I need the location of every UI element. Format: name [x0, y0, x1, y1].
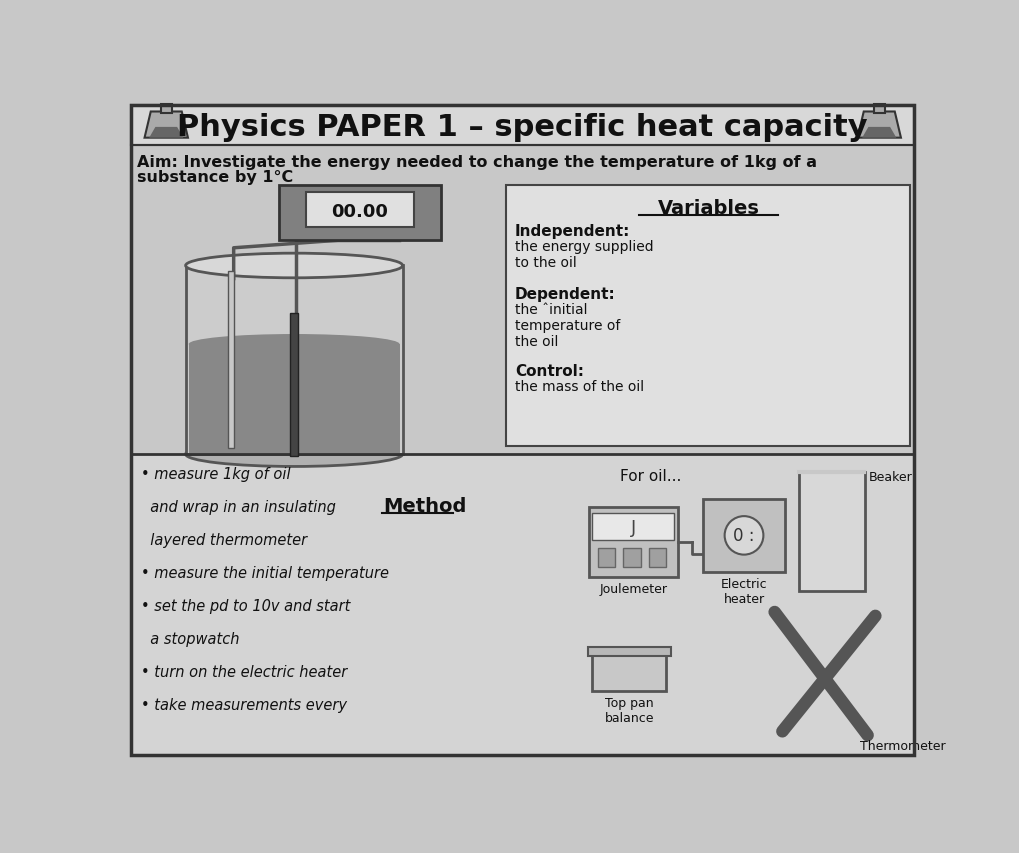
Bar — [588, 507, 677, 577]
Text: the mass of the oil: the mass of the oil — [515, 380, 643, 393]
Bar — [161, 105, 171, 114]
Bar — [597, 548, 614, 567]
Bar — [306, 193, 414, 228]
Text: 0 :: 0 : — [733, 527, 754, 545]
Text: and wrap in an insulating: and wrap in an insulating — [142, 499, 336, 514]
Bar — [278, 185, 441, 241]
Ellipse shape — [189, 334, 399, 355]
Text: • take measurements every: • take measurements every — [142, 698, 347, 712]
Bar — [131, 107, 913, 146]
Bar — [189, 345, 399, 455]
Text: Dependent:: Dependent: — [515, 287, 615, 302]
Text: 00.00: 00.00 — [331, 202, 388, 221]
Text: Top pan
balance: Top pan balance — [604, 696, 653, 724]
Text: J: J — [630, 519, 635, 537]
Text: Beaker: Beaker — [867, 470, 911, 483]
Text: Electric
heater: Electric heater — [720, 577, 766, 605]
Ellipse shape — [723, 517, 762, 555]
Bar — [185, 266, 403, 455]
Text: a stopwatch: a stopwatch — [142, 631, 239, 647]
Text: • measure the initial temperature: • measure the initial temperature — [142, 566, 389, 580]
Text: • turn on the electric heater: • turn on the electric heater — [142, 664, 347, 680]
Text: Variables: Variables — [657, 199, 759, 218]
Text: Thermometer: Thermometer — [859, 740, 945, 752]
Text: Control:: Control: — [515, 364, 584, 379]
Ellipse shape — [185, 443, 403, 467]
Ellipse shape — [185, 254, 403, 278]
Text: Method: Method — [383, 497, 466, 516]
Text: the ˆinitial
temperature of
the oil: the ˆinitial temperature of the oil — [515, 302, 620, 349]
Text: Physics PAPER 1 – specific heat capacity: Physics PAPER 1 – specific heat capacity — [177, 113, 867, 142]
Text: layered thermometer: layered thermometer — [142, 532, 308, 548]
Text: Independent:: Independent: — [515, 223, 630, 239]
Text: • set the pd to 10v and start: • set the pd to 10v and start — [142, 599, 351, 613]
Bar — [592, 513, 674, 541]
Bar — [798, 473, 864, 591]
Text: Aim: Investigate the energy needed to change the temperature of 1kg of a: Aim: Investigate the energy needed to ch… — [137, 154, 816, 170]
Polygon shape — [149, 128, 183, 138]
Bar — [703, 499, 784, 572]
Text: the energy supplied
to the oil: the energy supplied to the oil — [515, 239, 653, 270]
Bar — [592, 654, 665, 692]
Bar — [648, 548, 665, 567]
Polygon shape — [861, 128, 896, 138]
Text: For oil...: For oil... — [619, 468, 681, 484]
Bar — [228, 271, 233, 449]
Text: substance by 1°C: substance by 1°C — [137, 170, 292, 185]
Polygon shape — [145, 113, 187, 138]
Bar — [623, 548, 640, 567]
Text: Joulemeter: Joulemeter — [598, 583, 666, 595]
Text: • measure 1kg of oil: • measure 1kg of oil — [142, 466, 290, 481]
Polygon shape — [857, 113, 900, 138]
Bar — [587, 647, 671, 656]
Bar — [290, 314, 298, 456]
Bar — [131, 455, 913, 755]
Bar — [505, 185, 909, 447]
Bar — [873, 105, 883, 114]
